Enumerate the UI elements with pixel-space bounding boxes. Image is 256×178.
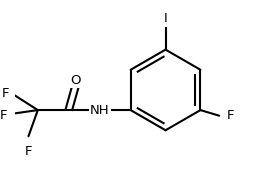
- Text: NH: NH: [90, 104, 110, 117]
- Text: O: O: [70, 74, 81, 87]
- Text: I: I: [164, 12, 167, 25]
- Text: F: F: [25, 145, 32, 158]
- Text: F: F: [227, 109, 234, 122]
- Text: F: F: [2, 87, 10, 100]
- Text: F: F: [0, 109, 7, 122]
